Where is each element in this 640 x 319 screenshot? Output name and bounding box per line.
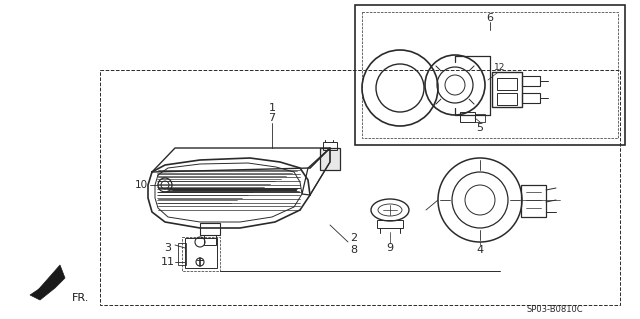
Bar [182,237,220,271]
Bar [460,112,475,122]
Text: 8: 8 [350,245,357,255]
Text: 11: 11 [161,257,175,267]
Bar [185,238,217,268]
Bar [320,148,340,170]
Bar [200,223,220,235]
Text: 9: 9 [387,243,394,253]
Text: 5: 5 [477,123,483,133]
Bar [323,142,337,150]
Text: 12: 12 [494,63,506,72]
Bar [178,243,186,265]
Bar [497,93,517,105]
Bar [362,12,618,138]
Bar [204,235,216,245]
Text: 2: 2 [350,233,357,243]
Text: SP03-B0810C: SP03-B0810C [527,306,583,315]
Bar [100,70,620,305]
Bar [355,5,625,145]
Bar [492,72,522,107]
Bar [522,76,540,86]
Text: 6: 6 [486,13,493,23]
Text: 7: 7 [268,113,276,123]
Text: 3: 3 [164,243,172,253]
Text: 10: 10 [135,180,148,190]
Text: 1: 1 [269,103,275,113]
Bar [521,185,546,217]
Text: FR.: FR. [72,293,90,303]
Bar [522,93,540,103]
Bar [497,78,517,90]
Polygon shape [30,265,65,300]
Bar [475,114,485,122]
Bar [377,220,403,228]
Text: 4: 4 [476,245,484,255]
